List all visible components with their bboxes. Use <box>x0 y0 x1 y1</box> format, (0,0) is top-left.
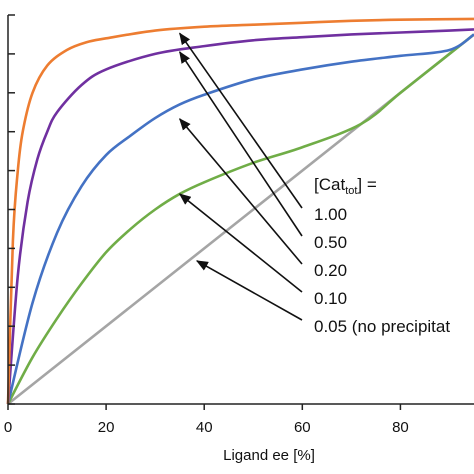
series-line <box>6 33 474 405</box>
legend-title-subscript: tot <box>345 185 357 197</box>
series-label: 0.10 <box>314 289 347 308</box>
annotation-arrow <box>179 32 303 209</box>
series-label: 0.50 <box>314 233 347 252</box>
annotation-arrow <box>179 118 303 265</box>
annotation-arrow <box>179 51 303 237</box>
annotation-arrows <box>178 32 303 321</box>
series-label: 0.05 (no precipitat <box>314 317 450 336</box>
series-label: 0.20 <box>314 261 347 280</box>
series-layer <box>6 17 474 406</box>
series-line <box>6 17 474 405</box>
legend-title: [Cattot] = <box>314 175 377 197</box>
annotation-arrow <box>178 193 303 293</box>
x-tick-label: 20 <box>98 419 115 436</box>
series-label: 1.00 <box>314 205 347 224</box>
tick-layer: 0 20 40 60 80 <box>4 14 409 436</box>
x-tick-label: 80 <box>392 419 409 436</box>
x-tick-label: 0 <box>4 419 12 436</box>
x-axis-label: Ligand ee [%] <box>223 447 315 464</box>
x-tick-label: 60 <box>294 419 311 436</box>
series-line <box>6 28 474 405</box>
axes <box>7 15 474 405</box>
annotation-arrow <box>195 260 303 321</box>
annotation-labels: [Cattot] = 1.00 0.50 0.20 0.10 0.05 (no prec… <box>314 175 450 336</box>
x-tick-label: 40 <box>196 419 213 436</box>
